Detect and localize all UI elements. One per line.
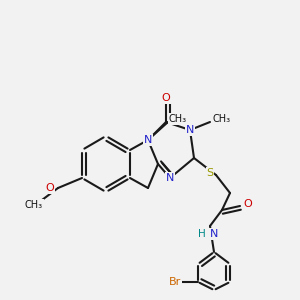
Text: CH₃: CH₃: [213, 114, 231, 124]
Text: O: O: [244, 199, 252, 209]
Text: N: N: [186, 125, 194, 135]
Text: CH₃: CH₃: [169, 114, 187, 124]
Text: CH₃: CH₃: [25, 200, 43, 210]
Text: N: N: [210, 229, 218, 239]
Text: Br: Br: [169, 277, 181, 287]
Text: N: N: [144, 135, 152, 145]
Text: H: H: [198, 229, 206, 239]
Text: O: O: [162, 93, 170, 103]
Text: S: S: [206, 168, 214, 178]
Text: N: N: [166, 173, 174, 183]
Text: O: O: [46, 183, 54, 193]
